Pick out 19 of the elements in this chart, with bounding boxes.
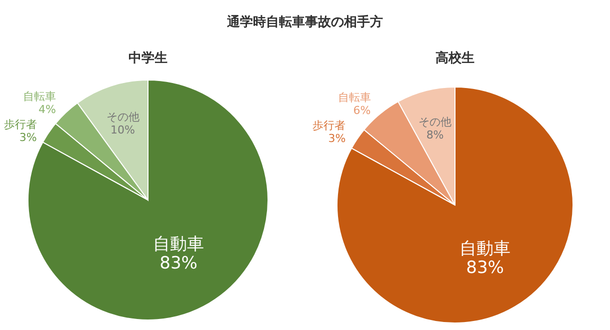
- data-label: 10%: [110, 123, 136, 136]
- data-label: 3%: [19, 131, 37, 144]
- data-label: 4%: [38, 103, 56, 116]
- data-label: 83%: [466, 258, 504, 278]
- slice-label: その他: [418, 115, 452, 128]
- chart-subtitle: 高校生: [436, 50, 474, 66]
- data-label: 83%: [160, 254, 198, 274]
- slice-label: 自動車: [460, 238, 511, 259]
- data-label: 6%: [353, 104, 371, 118]
- slice-label: 歩行者: [4, 118, 37, 132]
- slice-label: 自転車: [22, 90, 56, 104]
- text: 通学時自転車事故の相手方: [226, 14, 383, 30]
- data-label: 3%: [328, 132, 346, 146]
- slice-label: 自転車: [338, 91, 371, 104]
- slice-label: その他: [106, 110, 140, 124]
- chart-subtitle: 中学生: [128, 51, 168, 66]
- data-label: 8%: [426, 128, 444, 142]
- slice-label: 自動車: [153, 234, 204, 255]
- slice-label: 歩行者: [312, 119, 346, 132]
